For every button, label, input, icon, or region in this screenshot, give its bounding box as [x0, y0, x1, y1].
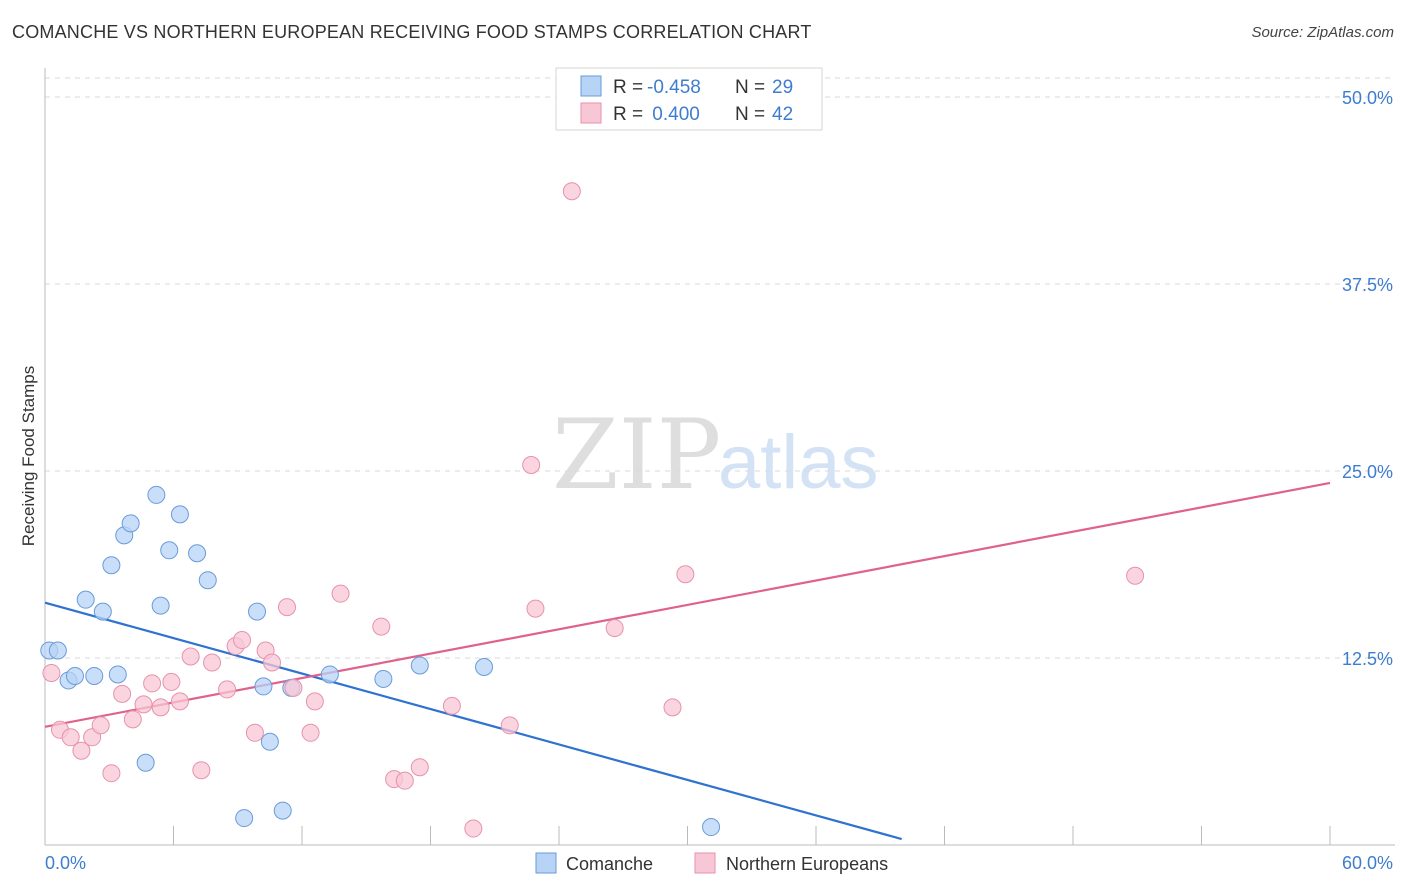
watermark-zip: ZIP — [552, 399, 721, 511]
chart-title: COMANCHE VS NORTHERN EUROPEAN RECEIVING … — [12, 22, 812, 42]
legend-r-value-2: 0.400 — [647, 104, 700, 125]
data-point-northern — [676, 565, 695, 584]
data-point-northern — [218, 680, 237, 699]
data-point-northern — [72, 741, 91, 760]
data-point-northern — [245, 723, 264, 742]
y-axis-label: Receiving Food Stamps — [19, 366, 38, 546]
data-point-northern — [305, 692, 324, 711]
data-point-northern — [442, 696, 461, 715]
y-tick-label: 12.5% — [1342, 649, 1393, 669]
data-point-northern — [134, 695, 153, 714]
data-point-comanche — [151, 596, 170, 615]
data-point-comanche — [76, 590, 95, 609]
data-point-comanche — [235, 809, 254, 828]
legend-r-label-1: R = — [613, 77, 643, 98]
data-point-northern — [278, 598, 297, 617]
legend-swatch-comanche — [580, 75, 602, 97]
data-point-comanche — [136, 753, 155, 772]
data-point-northern — [464, 819, 483, 838]
data-point-comanche — [702, 818, 721, 837]
series-legend-label-northern: Northern Europeans — [726, 854, 888, 874]
legend-r-value-1: -0.458 — [647, 77, 701, 98]
data-point-northern — [500, 716, 519, 735]
tick-labels: 12.5% 25.0% 37.5% 50.0% 0.0% 60.0% — [45, 88, 1393, 873]
y-tick-label: 37.5% — [1342, 275, 1393, 295]
series-legend-swatch-northern — [694, 852, 716, 874]
series-legend-swatch-comanche — [535, 852, 557, 874]
data-point-northern — [605, 619, 624, 638]
data-point-northern — [301, 723, 320, 742]
data-point-comanche — [160, 541, 179, 560]
trend-line-northern — [44, 481, 1331, 728]
series-legend: Comanche Northern Europeans — [535, 852, 888, 874]
data-point-northern — [181, 647, 200, 666]
data-point-northern — [170, 692, 189, 711]
data-point-northern — [522, 456, 541, 475]
data-point-comanche — [121, 514, 140, 533]
data-point-northern — [162, 672, 181, 691]
data-point-northern — [61, 728, 80, 747]
data-point-comanche — [65, 666, 84, 685]
data-point-northern — [143, 674, 162, 693]
data-point-northern — [1126, 566, 1145, 585]
y-tick-label: 50.0% — [1342, 88, 1393, 108]
data-point-comanche — [273, 801, 292, 820]
data-point-northern — [91, 716, 110, 735]
data-point-northern — [113, 684, 132, 703]
data-point-northern — [192, 761, 211, 780]
data-point-northern — [526, 599, 545, 618]
data-point-comanche — [254, 677, 273, 696]
data-point-comanche — [188, 544, 207, 563]
data-point-northern — [331, 584, 350, 603]
data-point-northern — [123, 710, 142, 729]
data-point-northern — [151, 698, 170, 717]
stats-legend: R = -0.458 N = 29 R = 0.400 N = 42 — [555, 67, 823, 131]
data-point-comanche — [48, 641, 67, 660]
data-points — [40, 182, 1145, 838]
legend-swatch-northern — [580, 102, 602, 124]
x-tick-label: 60.0% — [1342, 853, 1393, 873]
y-tick-label: 25.0% — [1342, 462, 1393, 482]
axes — [44, 68, 1395, 846]
gridlines — [45, 77, 1395, 659]
data-point-comanche — [147, 485, 166, 504]
data-point-comanche — [260, 732, 279, 751]
x-tick-label: 0.0% — [45, 853, 86, 873]
data-point-northern — [263, 653, 282, 672]
source-credit: Source: ZipAtlas.com — [1251, 24, 1394, 41]
data-point-northern — [562, 182, 581, 201]
data-point-comanche — [475, 657, 494, 676]
legend-n-label-2: N = — [735, 104, 765, 125]
data-point-northern — [410, 758, 429, 777]
data-point-comanche — [410, 656, 429, 675]
legend-n-label-1: N = — [735, 77, 765, 98]
data-point-comanche — [108, 665, 127, 684]
legend-n-value-2: 42 — [772, 104, 793, 125]
data-point-northern — [395, 771, 414, 790]
watermark-atlas: atlas — [718, 420, 879, 505]
data-point-comanche — [374, 669, 393, 688]
data-point-northern — [42, 663, 61, 682]
data-point-comanche — [93, 602, 112, 621]
legend-n-value-1: 29 — [772, 77, 793, 98]
data-point-northern — [372, 617, 391, 636]
data-point-northern — [102, 764, 121, 783]
data-point-comanche — [320, 665, 339, 684]
data-point-comanche — [170, 505, 189, 524]
data-point-northern — [203, 653, 222, 672]
data-point-comanche — [198, 571, 217, 590]
data-point-comanche — [102, 556, 121, 575]
data-point-northern — [284, 678, 303, 697]
data-point-comanche — [85, 666, 104, 685]
trend-lines — [44, 481, 1331, 841]
trend-line-comanche — [44, 601, 902, 841]
data-point-comanche — [248, 602, 267, 621]
data-point-northern — [663, 698, 682, 717]
legend-r-label-2: R = — [613, 104, 643, 125]
series-legend-label-comanche: Comanche — [566, 854, 653, 874]
data-point-northern — [233, 631, 252, 650]
